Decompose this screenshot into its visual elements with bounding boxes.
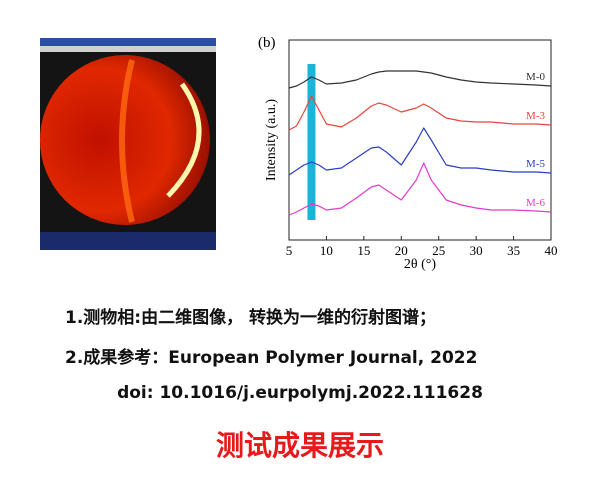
series-line [288,162,552,216]
highlight-band [307,64,316,220]
y-axis-label: Intensity (a.u.) [264,99,279,181]
heading: 测试成果展示 [216,429,384,462]
series-line [288,70,552,89]
series-line [288,95,552,131]
x-tick-label: 25 [432,243,445,258]
plot-frame [288,39,552,241]
x-tick-label: 40 [545,243,558,258]
x-tick-label: 30 [470,243,483,258]
text-line: 2.成果参考：European Polymer Journal, 2022 [65,347,477,368]
text-line: 1.测物相:由二维图像， 转换为一维的衍射图谱； [65,307,436,328]
x-tick-label: 5 [286,243,293,258]
x-tick-label: 20 [395,243,408,258]
text-line: doi: 10.1016/j.eurpolymj.2022.111628 [117,383,483,403]
x-tick-label: 35 [507,243,520,258]
legend-label: M-6 [526,197,545,209]
legend-label: M-5 [526,158,545,170]
x-tick-label: 10 [320,243,333,258]
legend-label: M-0 [526,71,545,83]
detector-screenshot [40,38,216,250]
legend-label: M-3 [526,110,545,122]
x-tick-label: 15 [357,243,370,258]
panel-label: (b) [258,35,276,51]
x-axis-label: 2θ (°) [404,257,436,272]
series-line [288,127,552,176]
